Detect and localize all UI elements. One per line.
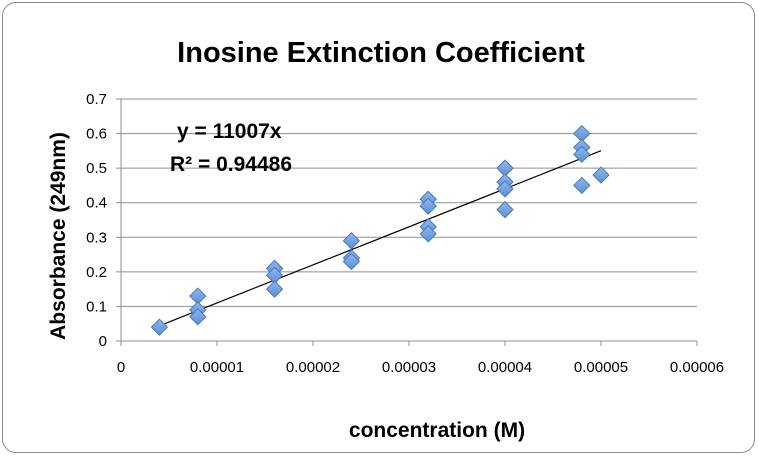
x-tick-label: 0.00005 [574, 359, 628, 376]
trendline-equation: y = 11007x [177, 120, 282, 143]
data-points [150, 124, 610, 336]
data-point [419, 197, 437, 215]
y-tick-label: 0.6 [86, 126, 107, 143]
data-point [496, 200, 514, 219]
y-tick-label: 0.5 [86, 160, 107, 177]
x-tick-label: 0 [117, 359, 125, 376]
x-tick-label: 0.00004 [478, 359, 532, 376]
r-squared-label: R² = 0.94486 [170, 153, 292, 176]
data-point [592, 166, 610, 184]
data-point [342, 232, 361, 250]
data-point [150, 318, 169, 336]
chart-container: Inosine Extinction Coefficient 0 0.1 0.2 0.… [2, 2, 755, 453]
y-tick-label: 0.2 [86, 264, 107, 281]
data-point [265, 280, 284, 298]
y-axis-title: Absorbance (249nm) [47, 132, 70, 340]
trendline [159, 150, 602, 327]
data-point [189, 308, 207, 326]
y-tick-label: 0.1 [86, 298, 107, 315]
y-tick-label: 0.3 [86, 229, 107, 246]
trendline-layer [159, 150, 602, 327]
x-tick-label: 0.00003 [382, 359, 436, 376]
data-point [573, 145, 591, 164]
axis-layer [116, 98, 698, 346]
data-point [496, 180, 514, 198]
chart-title: Inosine Extinction Coefficient [177, 37, 585, 69]
x-axis-title: concentration (M) [349, 419, 525, 442]
data-point [573, 176, 591, 195]
data-point [419, 225, 437, 243]
y-tick-label: 0.7 [86, 91, 107, 108]
scatter-chart: Inosine Extinction Coefficient 0 0.1 0.2 0.… [47, 37, 724, 442]
grid-layer [121, 98, 697, 307]
x-tick-label: 0.00006 [670, 359, 724, 376]
x-tick-label: 0.00002 [286, 359, 340, 376]
y-tick-label: 0.4 [86, 195, 107, 212]
tick-labels: 0 0.1 0.2 0.3 0.4 0.5 0.6 0.7 0 0.00001 0.00002 0.0… [86, 91, 724, 376]
x-tick-label: 0.00001 [190, 359, 244, 376]
y-tick-label: 0 [99, 333, 107, 350]
data-point [342, 252, 361, 271]
